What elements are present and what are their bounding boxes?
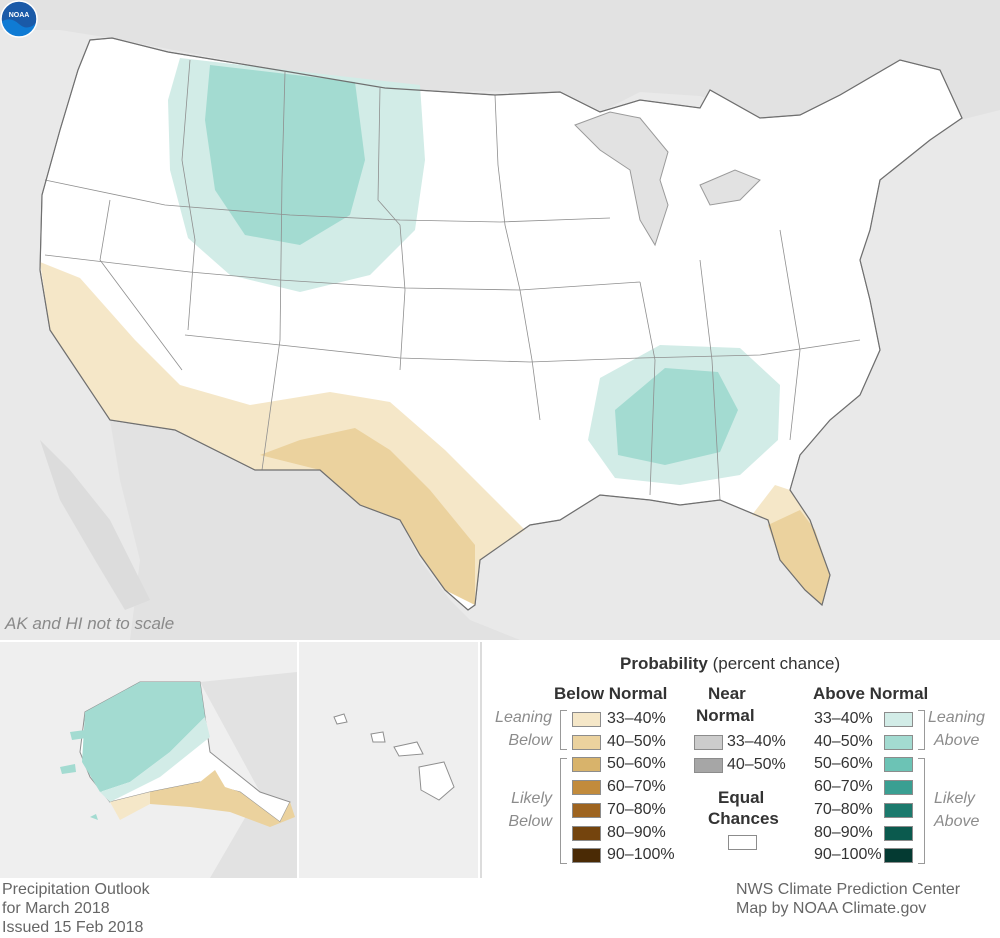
hawaii-map-svg <box>333 713 455 801</box>
below-normal-label: 80–90% <box>607 823 666 841</box>
conus-outline <box>39 37 963 611</box>
above-normal-swatch <box>884 825 913 841</box>
likely-below-label-1: Likely <box>511 790 552 807</box>
hawaii-island-kauai <box>333 713 348 725</box>
leaning-below-label-2: Below <box>508 732 552 749</box>
below-normal-header: Below Normal <box>554 684 668 703</box>
below-normal-swatch <box>572 757 601 773</box>
conus-map-svg <box>39 37 963 640</box>
above-normal-label: 70–80% <box>814 800 873 818</box>
above-normal-label: 50–60% <box>814 755 873 773</box>
above-region-north-likely <box>205 65 365 245</box>
great-lakes <box>574 111 669 247</box>
footer-title: Precipitation Outlook <box>2 881 150 898</box>
above-normal-swatch <box>884 712 913 727</box>
leaning-below-label-1: Leaning <box>495 709 552 726</box>
noaa-logo-icon: NOAA <box>0 0 38 38</box>
baja-land <box>40 440 150 610</box>
below-normal-swatch <box>572 734 601 750</box>
likely-below-bracket <box>560 758 567 864</box>
above-normal-swatch <box>884 802 913 818</box>
below-normal-label: 33–40% <box>607 710 666 727</box>
hawaii-island-big <box>418 761 455 801</box>
below-normal-label: 70–80% <box>607 800 666 818</box>
mexico-land <box>110 420 520 640</box>
legend-title-suffix: (percent chance) <box>712 654 841 673</box>
below-region-florida-likely <box>768 510 830 605</box>
above-normal-label: 33–40% <box>814 710 873 727</box>
near-normal-header-1: Near <box>708 684 746 703</box>
below-normal-swatch <box>572 802 601 818</box>
equal-chances-header-1: Equal <box>718 788 765 807</box>
likely-below-label-2: Below <box>508 813 552 830</box>
below-normal-swatch <box>572 825 601 841</box>
near-normal-header-2: Normal <box>696 706 755 725</box>
above-region-southeast-likely <box>615 368 738 465</box>
footer-issued: Issued 15 Feb 2018 <box>2 919 144 936</box>
scale-note: AK and HI not to scale <box>5 614 175 633</box>
hawaii-island-oahu <box>370 731 386 743</box>
equal-chances-header-2: Chances <box>708 809 779 828</box>
below-normal-label: 50–60% <box>607 755 666 773</box>
below-normal-label: 40–50% <box>607 732 666 750</box>
below-normal-label: 90–100% <box>607 846 675 864</box>
above-normal-swatch <box>884 848 913 864</box>
lake-erie <box>699 169 761 206</box>
above-normal-swatch <box>884 734 913 750</box>
footer-source: NWS Climate Prediction Center <box>736 881 961 898</box>
footer-right: NWS Climate Prediction Center Map by NOA… <box>736 880 960 918</box>
alaska-below <box>150 770 295 827</box>
noaa-logo-text: NOAA <box>9 12 30 19</box>
above-normal-swatch <box>884 780 913 796</box>
footer-left: Precipitation Outlook for March 2018 Iss… <box>2 880 150 937</box>
below-normal-swatch <box>572 712 601 727</box>
state-boundaries <box>44 59 861 501</box>
leaning-above-label-2: Above <box>934 732 980 749</box>
near-normal-label: 40–50% <box>727 755 786 773</box>
likely-above-label-1: Likely <box>934 790 975 807</box>
above-normal-label: 60–70% <box>814 778 873 796</box>
legend-title: Probability <box>620 654 708 673</box>
hawaii-island-maui <box>393 741 424 757</box>
below-region-texas-likely <box>260 428 475 605</box>
legend-title-row: Probability (percent chance) <box>620 654 840 674</box>
below-normal-swatch <box>572 780 601 796</box>
alaska-above-leaning <box>100 717 210 802</box>
above-normal-label: 90–100% <box>814 846 882 864</box>
canada-yukon-land <box>200 672 297 878</box>
leaning-above-label-1: Leaning <box>928 709 985 726</box>
legend: Probability (percent chance) Below Norma… <box>480 642 1000 878</box>
conus-map: AK and HI not to scale NOAA <box>0 0 1000 640</box>
above-normal-swatch <box>884 757 913 773</box>
equal-chances-swatch <box>728 835 757 850</box>
alaska-inset <box>0 642 297 878</box>
near-normal-swatch <box>694 757 723 773</box>
below-normal-label: 60–70% <box>607 778 666 796</box>
near-normal-swatch <box>694 735 723 750</box>
footer-credit: Map by NOAA Climate.gov <box>736 900 927 917</box>
likely-above-label-2: Above <box>934 813 980 830</box>
near-normal-label: 33–40% <box>727 733 786 750</box>
leaning-above-bracket <box>918 710 925 750</box>
alaska-map-svg <box>60 672 297 878</box>
hawaii-inset <box>299 642 478 878</box>
likely-above-bracket <box>918 758 925 864</box>
above-normal-header: Above Normal <box>813 684 929 703</box>
above-normal-label: 40–50% <box>814 732 873 750</box>
leaning-below-bracket <box>560 710 567 750</box>
alaska-below-leaning <box>110 792 150 820</box>
below-normal-swatch <box>572 848 601 864</box>
alaska-above <box>82 682 205 792</box>
above-normal-label: 80–90% <box>814 823 873 841</box>
footer-period: for March 2018 <box>2 900 110 917</box>
